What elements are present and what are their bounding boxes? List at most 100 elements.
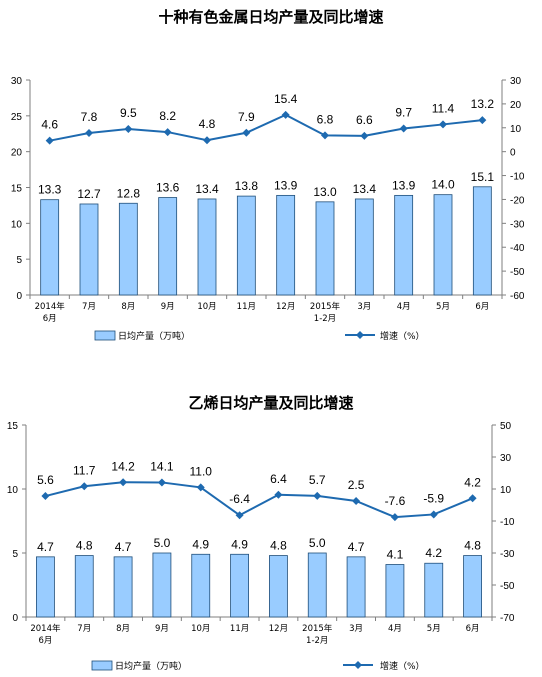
chart-1-left-tick-label: 10 [11,219,23,230]
chart-2-growth-label: 11.7 [73,463,96,477]
chart-1-bar-label: 13.6 [156,181,180,195]
chart-2-right-tick-label: -30 [500,549,515,560]
chart-1-bar [236,195,256,296]
chart-2-growth-point [235,511,244,520]
chart-1-growth-point [45,136,54,145]
chart-2-bar [424,562,444,618]
chart-1-growth-line [49,113,483,142]
chart-2-legend-line-marker [354,661,362,669]
chart-2-growth-point [157,478,166,487]
chart-2-right-tick-label: -10 [500,517,515,528]
chart-2-bar-label: 4.7 [37,540,54,554]
chart-1-right-tick-label: 0 [510,148,516,159]
chart-2-left-tick-label: 0 [12,613,18,624]
chart-1-growth-label: 4.6 [41,118,58,132]
chart-1-bar [79,203,99,296]
chart-1-x-tick-label: 7月 [82,302,96,312]
chart-2-bar [269,555,288,618]
chart-2-growth-point [390,513,399,522]
chart-2-left-tick-label: 5 [12,549,18,560]
chart-1-right-tick-label: -50 [510,267,525,278]
chart-2-right-tick-label: -50 [500,581,515,592]
chart-1-bar-label: 13.3 [38,183,62,197]
chart-1-growth-point [124,124,133,133]
chart-1-bar-label: 13.9 [274,178,298,192]
chart-2-growth-label: 2.5 [348,478,365,492]
chart-2-legend-line-label: 增速（%） [380,660,425,672]
chart-1-left-tick-label: 5 [16,255,22,266]
chart-2-bar-label: 4.9 [231,537,248,551]
chart-1-bar [118,202,138,296]
chart-2-bar [191,553,211,618]
chart-2-bar [463,555,482,618]
chart-1-growth-label: 7.8 [81,110,98,124]
chart-1-growth-point [163,128,172,137]
chart-2-title: 乙烯日均产量及同比增速 [188,394,354,412]
chart-2-x-tick-label: 9月 [155,624,169,634]
chart-2-legend-bar-swatch [91,660,113,671]
chart-1-growth-label: 4.8 [199,117,216,131]
chart-1-growth-label: 6.6 [356,113,373,127]
chart-1-growth-label: 13.2 [471,97,495,111]
chart-1-growth-label: 8.2 [159,109,176,123]
chart-1-x-tick-label: 2015年 [310,301,341,312]
chart-2-left-tick-label: 10 [7,485,19,496]
chart-1-x-tick-label: 2014年 [35,301,66,312]
chart-2-x-tick-label: 5月 [427,624,441,634]
chart-1-bar-label: 13.0 [313,185,337,199]
chart-1-right-tick-label: -10 [510,172,525,183]
chart-1-growth-label: 15.4 [274,92,298,106]
chart-1-bar-label: 13.4 [353,182,377,196]
chart-2-bar-label: 4.9 [192,537,209,551]
chart-2-bar [74,555,94,618]
chart-2-bar [307,552,327,618]
chart-2-growth-point [119,478,128,487]
chart-1-bar [394,194,414,296]
chart-1-growth-point [478,116,487,125]
chart-1-x-tick-label-line2: 6月 [43,314,57,324]
chart-2-x-tick-label: 2014年 [30,623,61,634]
chart-2-bar-label: 4.7 [115,540,132,554]
chart-1-bar-label: 14.0 [431,178,455,192]
chart-1-left-tick-label: 20 [11,148,23,159]
chart-2-x-tick-label: 2015年 [302,623,333,634]
chart-2-growth-label: -5.9 [423,491,444,505]
chart-1-growth-label: 9.7 [395,105,412,119]
chart-1-growth-point [321,131,329,140]
chart-1-legend-line-label: 增速（%） [380,330,425,342]
chart-2-bar-label: 4.7 [348,540,365,554]
chart-1-x-tick-label: 8月 [121,302,135,312]
chart-2-left-tick-label: 15 [7,421,19,432]
chart-2-x-tick-label: 8月 [116,624,130,634]
chart-1-growth-point [203,136,211,145]
chart-1-growth-label: 9.5 [120,106,137,120]
chart-2-x-tick-label: 4月 [388,624,402,634]
chart-1-legend-bar-label: 日均产量（万吨） [118,330,190,342]
chart-2-bar-label: 4.2 [425,546,442,560]
chart-2-right-tick-label: -70 [500,613,515,624]
chart-2-growth-label: 14.2 [111,459,135,473]
chart-2-bar-label: 4.1 [387,548,404,562]
chart-1-title: 十种有色金属日均产量及同比增速 [158,8,384,26]
chart-2-growth-label: -7.6 [385,494,406,508]
chart-2-bar [36,556,55,618]
chart-1-bar [354,198,374,296]
chart-2-right-tick-label: 50 [500,421,512,432]
chart-2-growth-label: 14.1 [150,459,174,473]
chart-2-x-tick-label-line2: 1-2月 [306,636,328,646]
chart-1-bar-label: 13.8 [235,179,259,193]
chart-2-bar-label: 5.0 [154,536,171,550]
chart-2-growth-label: 5.6 [37,473,54,487]
chart-1-growth-point [439,120,447,129]
chart-2-growth-label: -6.4 [229,492,250,506]
chart-1-right-tick-label: -40 [510,243,525,254]
chart-2-x-tick-label: 11月 [230,624,249,634]
chart-1-legend-bar-swatch [94,330,116,341]
chart-1-x-tick-label: 9月 [161,302,175,312]
chart-2-growth-point [468,494,477,503]
chart-2-bar-label: 4.8 [76,539,93,553]
chart-1-bar [433,194,453,296]
chart-2-growth-label: 5.7 [309,473,326,487]
chart-1-bar [315,201,335,296]
chart-1-bar [276,194,296,296]
